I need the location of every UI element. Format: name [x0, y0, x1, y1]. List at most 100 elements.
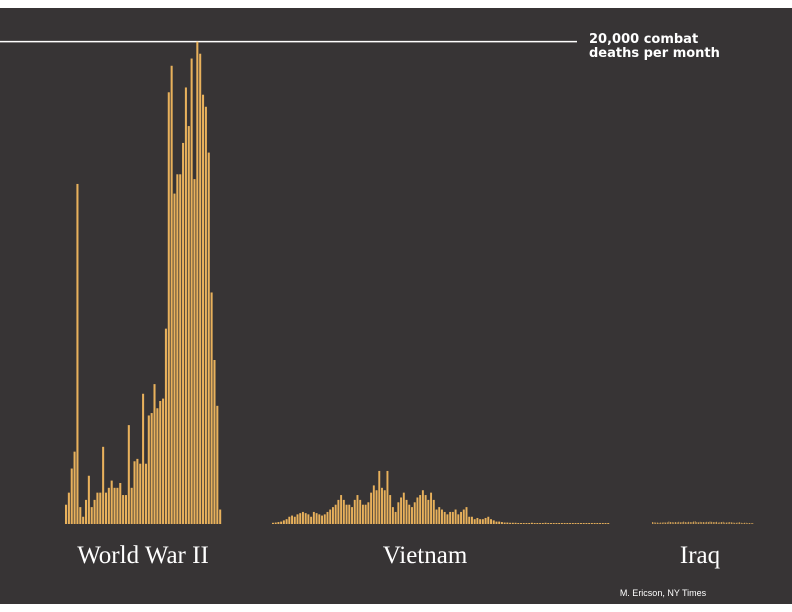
bar-vietnam-69 [460, 511, 463, 524]
bar-vietnam-55 [421, 490, 424, 524]
bar-iraq-49 [732, 522, 734, 524]
bar-iraq-25 [693, 521, 694, 524]
bar-vietnam-80 [490, 519, 492, 524]
bar-iraq-28 [698, 522, 699, 524]
bar-iraq-9 [666, 522, 668, 524]
bar-world-war-ii-15 [107, 487, 110, 524]
bar-world-war-ii-2 [70, 468, 73, 524]
bar-vietnam-117 [590, 523, 593, 524]
bar-vietnam-116 [588, 523, 591, 524]
bar-vietnam-113 [580, 523, 582, 524]
bar-vietnam-99 [541, 523, 544, 524]
bar-vietnam-60 [435, 509, 438, 524]
bar-world-war-ii-37 [170, 65, 173, 524]
bar-vietnam-13 [307, 514, 310, 524]
bar-iraq-47 [729, 522, 731, 524]
bar-world-war-ii-36 [167, 92, 170, 524]
bar-vietnam-30 [353, 499, 356, 524]
bar-vietnam-102 [550, 523, 552, 524]
bar-iraq-24 [691, 522, 693, 524]
bar-vietnam-27 [345, 504, 348, 524]
bar-vietnam-43 [389, 495, 392, 524]
bar-iraq-45 [726, 522, 727, 524]
bar-vietnam-37 [372, 485, 375, 524]
bar-vietnam-83 [498, 521, 501, 524]
bar-vietnam-89 [514, 522, 517, 524]
bar-vietnam-11 [301, 511, 304, 524]
bar-world-war-ii-16 [110, 480, 113, 524]
bar-vietnam-8 [293, 516, 296, 524]
bar-world-war-ii-52 [213, 360, 216, 524]
bar-vietnam-20 [326, 511, 329, 524]
bar-vietnam-119 [596, 523, 599, 524]
reference-label-line2: deaths per month [589, 46, 720, 61]
bar-iraq-61 [752, 523, 754, 524]
bar-vietnam-103 [552, 523, 555, 524]
bar-iraq-0 [652, 522, 653, 524]
bar-world-war-ii-0 [65, 504, 68, 524]
bar-world-war-ii-23 [130, 487, 133, 524]
bar-world-war-ii-3 [73, 451, 76, 524]
bar-vietnam-53 [416, 497, 419, 524]
bar-vietnam-110 [571, 523, 574, 524]
bar-world-war-ii-48 [202, 94, 205, 525]
bar-vietnam-75 [476, 517, 479, 524]
bar-vietnam-67 [454, 509, 457, 524]
bar-world-war-ii-5 [79, 507, 82, 524]
bar-iraq-31 [703, 522, 704, 524]
bar-iraq-39 [716, 521, 718, 524]
group-label-vietnam: Vietnam [383, 542, 468, 569]
bar-world-war-ii-25 [136, 458, 139, 524]
bar-vietnam-31 [356, 495, 359, 524]
bar-vietnam-65 [449, 511, 452, 524]
bar-vietnam-26 [342, 499, 345, 524]
bar-vietnam-32 [359, 499, 362, 524]
bar-vietnam-100 [544, 522, 547, 524]
bar-iraq-37 [712, 522, 714, 524]
bar-world-war-ii-46 [196, 41, 199, 525]
bar-world-war-ii-42 [184, 87, 187, 524]
bar-vietnam-122 [604, 523, 607, 524]
bar-iraq-13 [673, 522, 675, 524]
bar-world-war-ii-41 [182, 142, 185, 524]
bar-world-war-ii-7 [84, 499, 88, 524]
bar-world-war-ii-40 [179, 174, 182, 525]
bar-world-war-ii-53 [216, 405, 219, 524]
bar-world-war-ii-22 [127, 425, 130, 524]
bar-iraq-5 [660, 522, 662, 524]
bar-vietnam-78 [484, 517, 487, 524]
bar-vietnam-90 [517, 523, 520, 524]
bar-world-war-ii-43 [187, 126, 190, 524]
bar-vietnam-91 [520, 523, 522, 524]
bar-vietnam-114 [582, 523, 585, 524]
bar-iraq-23 [689, 522, 691, 524]
bar-world-war-ii-51 [210, 292, 213, 524]
bar-vietnam-2 [277, 522, 280, 524]
bar-iraq-33 [706, 521, 708, 524]
bar-world-war-ii-17 [113, 487, 116, 524]
bar-world-war-ii-19 [119, 483, 122, 524]
bar-vietnam-36 [370, 492, 373, 524]
bar-iraq-44 [724, 522, 726, 524]
bar-vietnam-38 [375, 490, 378, 524]
bar-vietnam-28 [348, 504, 351, 524]
bar-iraq-41 [719, 522, 721, 524]
bar-vietnam-104 [555, 523, 558, 524]
bar-iraq-3 [656, 522, 658, 524]
bar-vietnam-47 [400, 497, 403, 524]
bar-iraq-7 [663, 522, 665, 524]
bar-iraq-27 [696, 522, 698, 524]
bar-vietnam-23 [334, 504, 337, 524]
bar-iraq-16 [678, 521, 680, 524]
bar-world-war-ii-13 [102, 446, 105, 524]
bar-iraq-22 [688, 521, 690, 524]
bars-layer [65, 41, 754, 525]
bar-vietnam-25 [340, 495, 343, 524]
bar-vietnam-21 [329, 509, 332, 524]
bar-world-war-ii-38 [173, 193, 176, 524]
bar-vietnam-93 [525, 523, 528, 524]
bar-world-war-ii-27 [142, 393, 145, 524]
bar-vietnam-77 [481, 519, 484, 524]
bar-vietnam-6 [288, 516, 291, 524]
